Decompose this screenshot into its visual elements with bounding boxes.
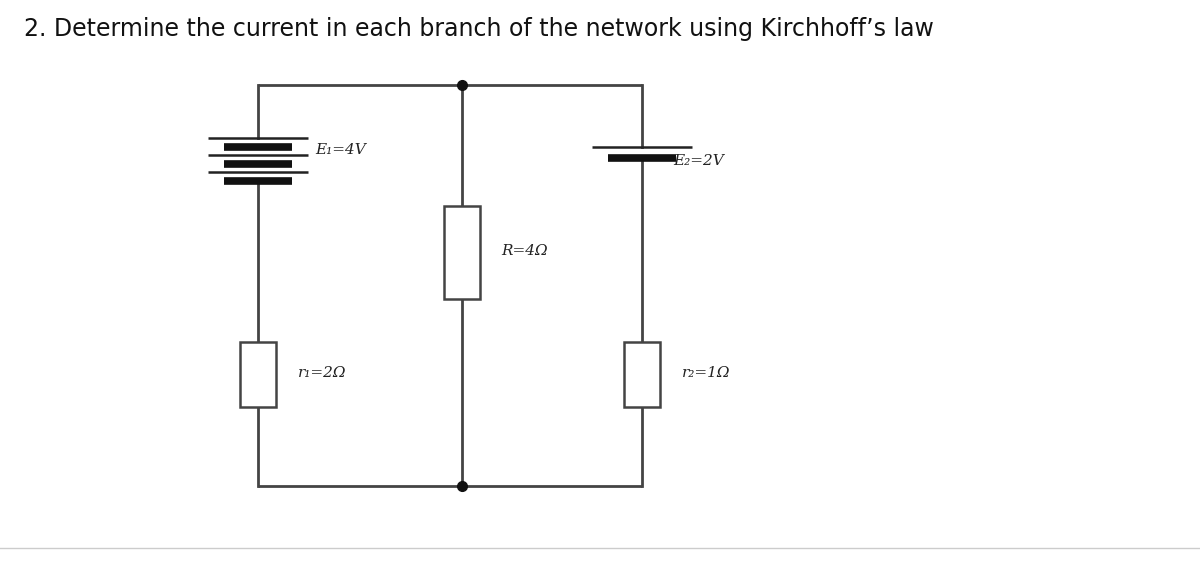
Text: r₁=2Ω: r₁=2Ω [298, 366, 346, 380]
Text: E₁=4V: E₁=4V [316, 143, 366, 157]
Text: r₂=1Ω: r₂=1Ω [682, 366, 730, 380]
Text: 2. Determine the current in each branch of the network using Kirchhoff’s law: 2. Determine the current in each branch … [24, 17, 934, 41]
Text: R=4Ω: R=4Ω [502, 245, 548, 258]
Bar [624, 342, 660, 407]
Bar [444, 206, 480, 299]
Bar [240, 342, 276, 407]
Text: E₂=2V: E₂=2V [673, 154, 724, 168]
